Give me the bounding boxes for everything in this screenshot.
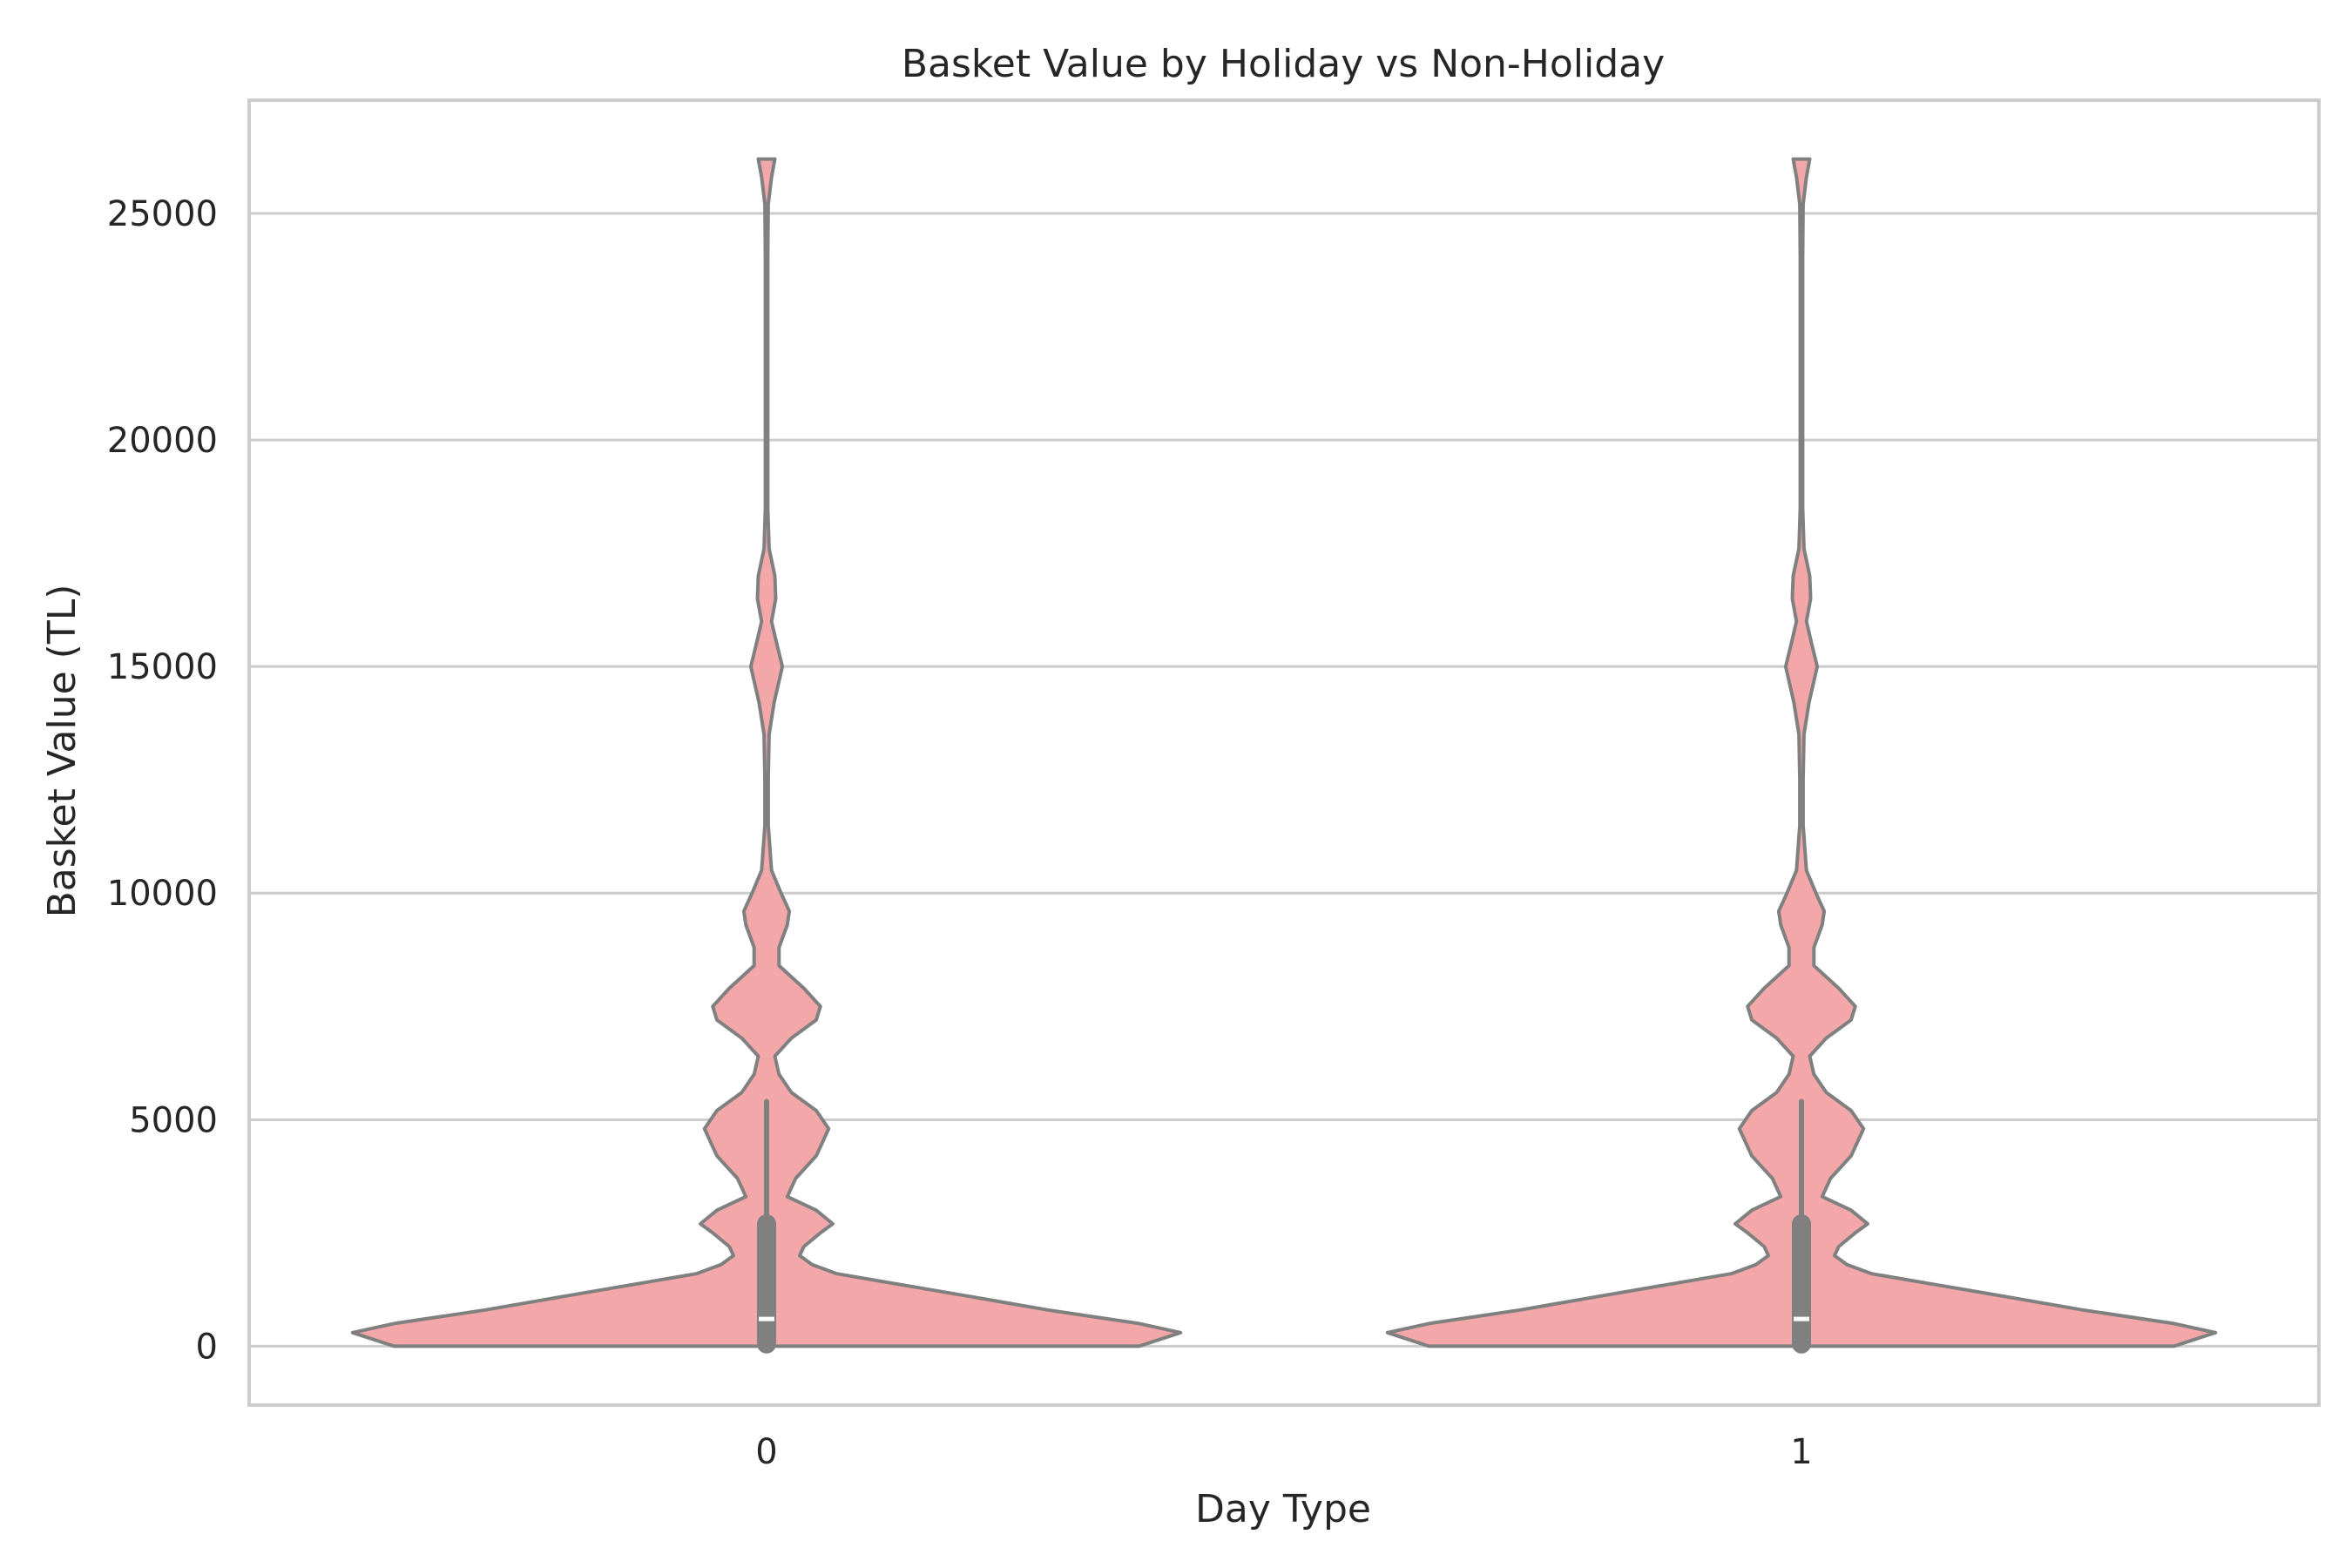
y-tick-label: 25000	[107, 194, 218, 234]
y-tick-labels: 0 5000 10000 15000 20000 25000	[107, 194, 218, 1367]
violin-body-0	[350, 157, 1183, 1348]
y-tick-label: 5000	[129, 1100, 218, 1140]
violin-body-1	[1385, 157, 2218, 1348]
x-tick-label: 0	[755, 1432, 777, 1472]
x-tick-label: 1	[1790, 1432, 1812, 1472]
plot-frame	[247, 98, 2321, 1407]
y-axis-label: Basket Value (TL)	[40, 585, 84, 918]
y-tick-label: 10000	[107, 874, 218, 914]
grid-lines	[249, 212, 2319, 1348]
x-axis-label: Day Type	[1195, 1487, 1371, 1531]
violins	[350, 157, 2218, 1354]
y-tick-label: 0	[196, 1327, 218, 1367]
y-tick-label: 20000	[107, 421, 218, 461]
y-tick-label: 15000	[107, 647, 218, 687]
chart-title: Basket Value by Holiday vs Non-Holiday	[902, 42, 1665, 86]
